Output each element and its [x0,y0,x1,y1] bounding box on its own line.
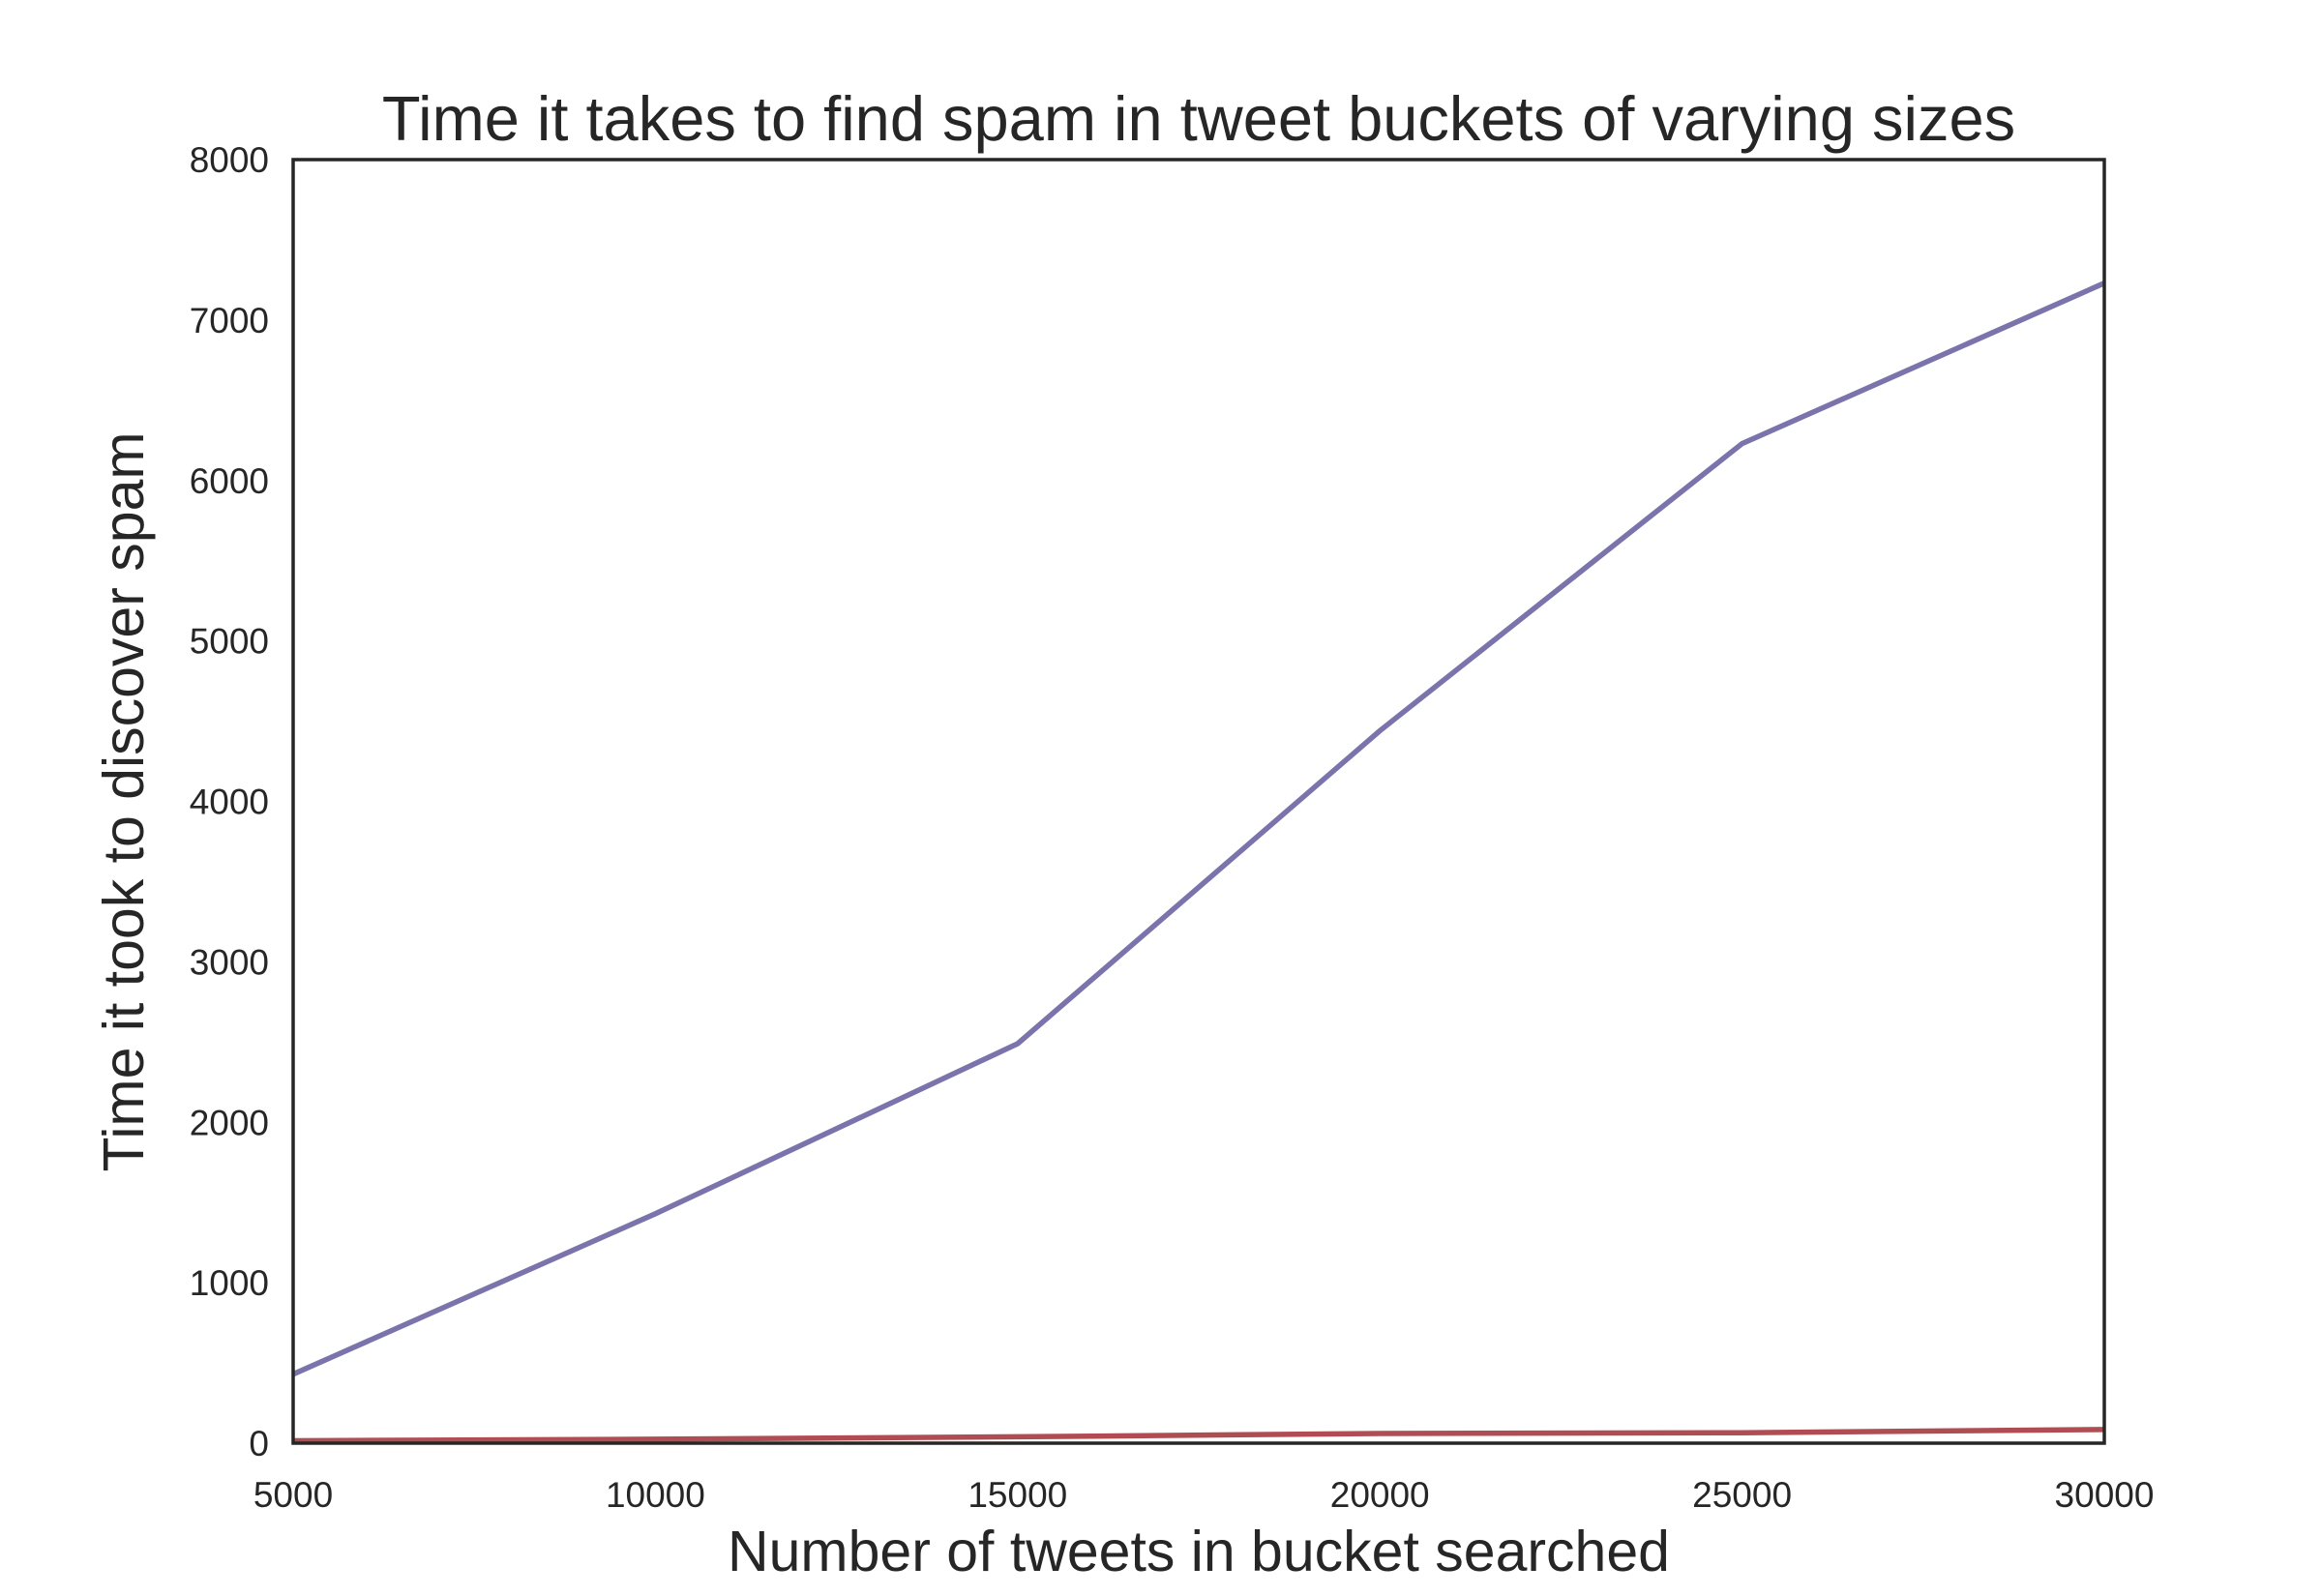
y-tick-label: 0 [249,1424,269,1463]
y-tick-labels: 0 1000 2000 3000 4000 5000 6000 7000 8000 [190,140,269,1463]
y-tick-label: 6000 [190,461,269,501]
y-axis-label: Time it took to discover spam [92,431,156,1171]
y-tick-label: 1000 [190,1263,269,1303]
x-tick-label: 10000 [606,1475,705,1515]
y-tick-label: 7000 [190,301,269,340]
x-tick-label: 25000 [1692,1475,1792,1515]
x-tick-label: 20000 [1330,1475,1430,1515]
series-line-1 [291,281,2106,1377]
y-tick-label: 4000 [190,783,269,822]
x-tick-label: 15000 [968,1475,1067,1515]
y-tick-label: 3000 [190,942,269,982]
plot-frame [291,158,2106,1445]
x-axis-label: Number of tweets in bucket searched [728,1520,1670,1583]
y-tick-label: 8000 [190,140,269,180]
series-layer [291,281,2106,1444]
chart-title: Time it takes to find spam in tweet buck… [382,83,2015,154]
y-tick-label: 2000 [190,1103,269,1142]
x-tick-labels: 5000 10000 15000 20000 25000 30000 [253,1475,2155,1515]
x-tick-label: 5000 [253,1475,333,1515]
series-line-2 [292,1427,2105,1444]
x-tick-label: 30000 [2055,1475,2155,1515]
y-tick-label: 5000 [190,622,269,662]
